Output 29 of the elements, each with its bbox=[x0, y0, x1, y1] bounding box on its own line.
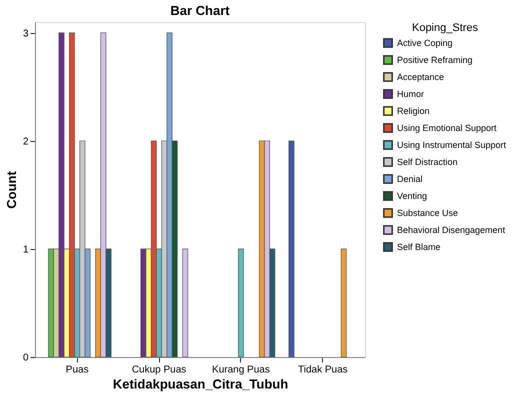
legend-label: Substance Use bbox=[397, 208, 458, 218]
x-axis-title: Ketidakpuasan_Citra_Tubuh bbox=[112, 376, 288, 392]
legend-label: Behavioral Disengagement bbox=[397, 225, 506, 235]
legend-label: Active Coping bbox=[397, 38, 453, 48]
legend-label: Self Blame bbox=[397, 242, 441, 252]
legend-label: Denial bbox=[397, 174, 423, 184]
bar bbox=[340, 248, 347, 358]
chart-title: Bar Chart bbox=[170, 3, 230, 18]
y-tick-label: 0 bbox=[22, 352, 29, 364]
legend-label: Religion bbox=[397, 106, 430, 116]
legend-label: Positive Reframing bbox=[397, 55, 473, 65]
x-tick-label: Cukup Puas bbox=[132, 364, 186, 376]
bar bbox=[288, 140, 294, 358]
x-tick-label: Puas bbox=[66, 364, 89, 376]
y-tick-label: 2 bbox=[22, 136, 29, 148]
legend-label: Acceptance bbox=[397, 72, 444, 82]
bar bbox=[182, 248, 188, 358]
bar bbox=[238, 248, 244, 358]
x-tick-label: Tidak Puas bbox=[298, 364, 348, 376]
legend-label: Self Distraction bbox=[397, 157, 458, 167]
x-tick-label: Kurang Puas bbox=[212, 364, 270, 376]
y-tick-label: 1 bbox=[22, 244, 29, 256]
y-tick-label: 3 bbox=[22, 28, 29, 40]
legend-label: Using Instrumental Support bbox=[397, 140, 507, 150]
legend-label: Venting bbox=[397, 191, 428, 201]
legend-label: Using Emotional Support bbox=[397, 123, 498, 133]
y-axis-title: Count bbox=[4, 170, 19, 209]
legend-title: Koping_Stres bbox=[412, 22, 479, 34]
legend-label: Humor bbox=[397, 89, 424, 99]
